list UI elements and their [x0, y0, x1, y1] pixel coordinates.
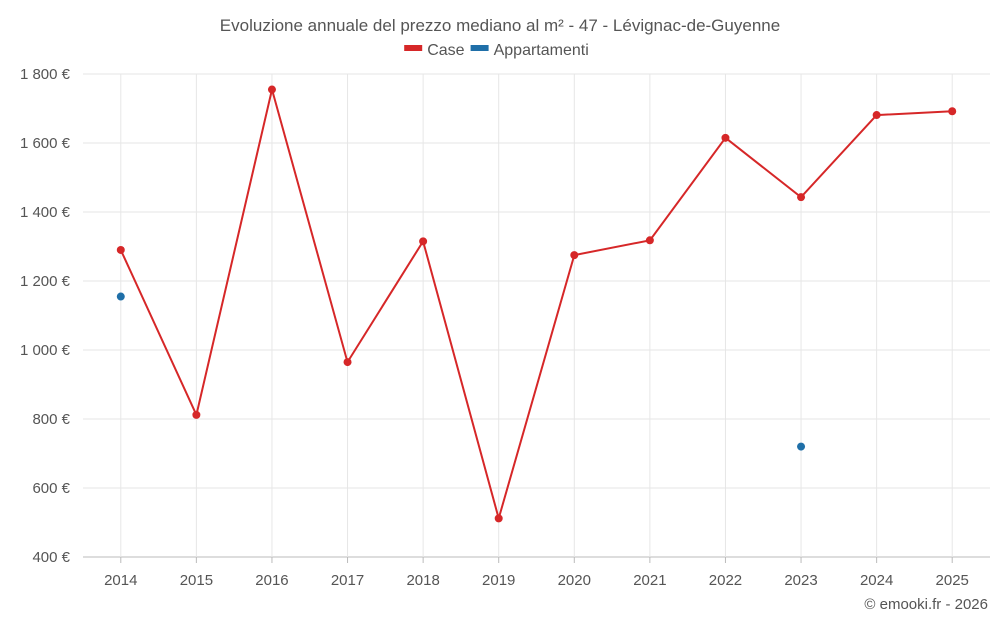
data-point[interactable]: [645, 236, 654, 245]
x-tick-label: 2024: [860, 572, 893, 589]
legend-label: Case: [427, 42, 464, 59]
data-point[interactable]: [267, 85, 276, 94]
series-layer: [116, 85, 957, 523]
y-tick-label: 1 800 €: [20, 66, 71, 83]
x-tick-label: 2015: [180, 572, 213, 589]
series-case: [116, 85, 957, 523]
y-tick-label: 1 000 €: [20, 342, 71, 359]
x-tick-label: 2022: [709, 572, 742, 589]
chart-title: Evoluzione annuale del prezzo mediano al…: [220, 16, 780, 35]
data-point[interactable]: [721, 133, 730, 142]
y-tick-label: 600 €: [32, 480, 70, 497]
data-point[interactable]: [343, 358, 352, 367]
x-tick-label: 2019: [482, 572, 515, 589]
x-axis: 2014 2015 2016 2017 2018 2019 2020 2021 2022 2023…: [104, 557, 969, 589]
x-tick-label: 2016: [255, 572, 288, 589]
data-point[interactable]: [570, 251, 579, 260]
legend-label: Appartamenti: [494, 42, 589, 59]
y-tick-label: 1 400 €: [20, 204, 71, 221]
legend-swatch: [470, 45, 489, 51]
data-point[interactable]: [192, 410, 201, 419]
legend-item-case[interactable]: Case: [404, 42, 465, 59]
x-tick-label: 2025: [936, 572, 969, 589]
data-point[interactable]: [494, 514, 503, 523]
x-tick-label: 2021: [633, 572, 666, 589]
legend-swatch: [404, 45, 423, 51]
x-tick-label: 2017: [331, 572, 364, 589]
y-tick-label: 400 €: [32, 549, 70, 566]
data-point[interactable]: [797, 193, 806, 202]
x-tick-label: 2020: [558, 572, 591, 589]
series-appartamenti: [116, 292, 806, 451]
data-point[interactable]: [948, 107, 957, 116]
series-line: [119, 89, 953, 523]
data-point[interactable]: [116, 245, 125, 254]
y-axis: 400 € 600 € 800 € 1 000 € 1 200 € 1 400 € 1 60…: [20, 66, 71, 566]
credit: © emooki.fr - 2026: [864, 596, 988, 613]
legend: Case Appartamenti: [404, 42, 589, 59]
data-point[interactable]: [116, 292, 125, 301]
y-tick-label: 1 600 €: [20, 135, 71, 152]
data-point[interactable]: [872, 111, 881, 120]
x-tick-label: 2014: [104, 572, 137, 589]
y-tick-label: 1 200 €: [20, 273, 71, 290]
data-point[interactable]: [419, 237, 428, 246]
x-tick-label: 2018: [406, 572, 439, 589]
x-tick-label: 2023: [784, 572, 817, 589]
grid: [83, 73, 990, 558]
y-tick-label: 800 €: [32, 411, 70, 428]
legend-item-appartamenti[interactable]: Appartamenti: [470, 42, 589, 59]
data-point[interactable]: [797, 442, 806, 451]
